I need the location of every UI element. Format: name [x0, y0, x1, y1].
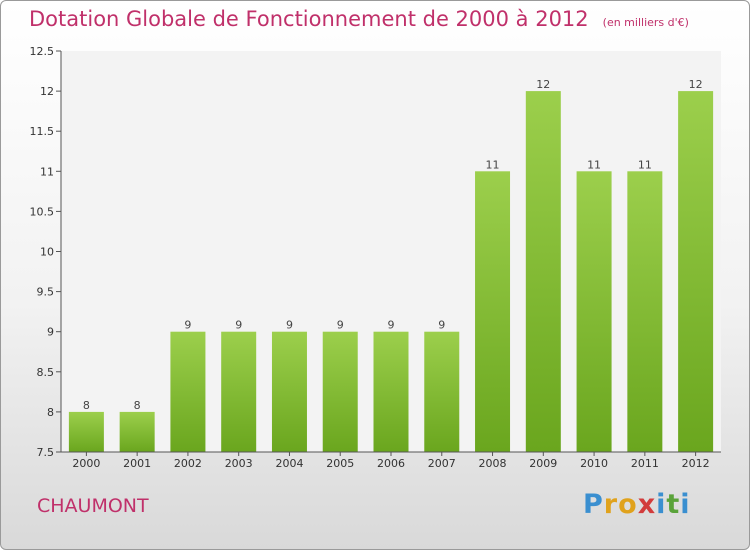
y-tick-label: 12.5 [30, 45, 55, 58]
bar-2012 [678, 91, 714, 452]
bar-value-label: 9 [235, 319, 242, 332]
bar-2004 [271, 331, 307, 452]
bar-value-label: 11 [638, 158, 652, 171]
chart-subtitle: (en milliers d'€) [602, 16, 689, 29]
x-tick-label: 2000 [72, 457, 100, 470]
logo-letter: P [583, 489, 604, 520]
bar-value-label: 8 [134, 399, 141, 412]
logo-letter: t [666, 489, 681, 520]
y-tick-label: 8 [47, 406, 54, 419]
chart-title-text: Dotation Globale de Fonctionnement de 20… [29, 7, 589, 31]
bar-2000 [68, 411, 104, 452]
x-tick-label: 2003 [225, 457, 253, 470]
bar-2010 [576, 171, 612, 453]
y-tick-label: 10 [40, 246, 54, 259]
bar-2002 [170, 331, 206, 452]
bar-2006 [373, 331, 409, 452]
proxiti-logo: Proxiti [583, 489, 691, 520]
commune-name: CHAUMONT [37, 495, 149, 517]
bar-value-label: 12 [689, 78, 703, 91]
logo-letter: i [680, 489, 691, 520]
bar-2009 [525, 91, 561, 452]
bar-value-label: 9 [184, 319, 191, 332]
x-tick-label: 2008 [479, 457, 507, 470]
logo-letter: r [603, 489, 619, 520]
chart-title: Dotation Globale de Fonctionnement de 20… [29, 7, 689, 31]
logo-letter: x [637, 489, 657, 520]
x-tick-label: 2006 [377, 457, 405, 470]
y-tick-label: 9 [47, 326, 54, 339]
bar-value-label: 8 [83, 399, 90, 412]
y-tick-label: 8.5 [37, 366, 55, 379]
y-tick-label: 7.5 [37, 446, 55, 459]
logo-letter: o [618, 489, 638, 520]
bar-2008 [475, 171, 511, 453]
bar-value-label: 9 [286, 319, 293, 332]
x-tick-label: 2010 [580, 457, 608, 470]
x-tick-label: 2002 [174, 457, 202, 470]
x-tick-label: 2012 [682, 457, 710, 470]
x-tick-label: 2009 [529, 457, 557, 470]
bar-value-label: 9 [438, 319, 445, 332]
bar-2007 [424, 331, 460, 452]
bar-2005 [322, 331, 358, 452]
x-tick-label: 2004 [275, 457, 303, 470]
bar-value-label: 11 [587, 158, 601, 171]
y-tick-label: 11.5 [30, 125, 55, 138]
y-tick-label: 10.5 [30, 205, 55, 218]
x-tick-label: 2005 [326, 457, 354, 470]
y-tick-label: 12 [40, 85, 54, 98]
x-tick-label: 2011 [631, 457, 659, 470]
x-tick-label: 2001 [123, 457, 151, 470]
logo-letter: i [656, 489, 667, 520]
bar-2011 [627, 171, 663, 453]
x-tick-label: 2007 [428, 457, 456, 470]
bar-value-label: 12 [536, 78, 550, 91]
bar-value-label: 9 [337, 319, 344, 332]
y-tick-label: 11 [40, 165, 54, 178]
bar-value-label: 9 [388, 319, 395, 332]
bar-value-label: 11 [486, 158, 500, 171]
bar-2001 [119, 411, 155, 452]
bar-2003 [221, 331, 257, 452]
y-tick-label: 9.5 [37, 286, 55, 299]
